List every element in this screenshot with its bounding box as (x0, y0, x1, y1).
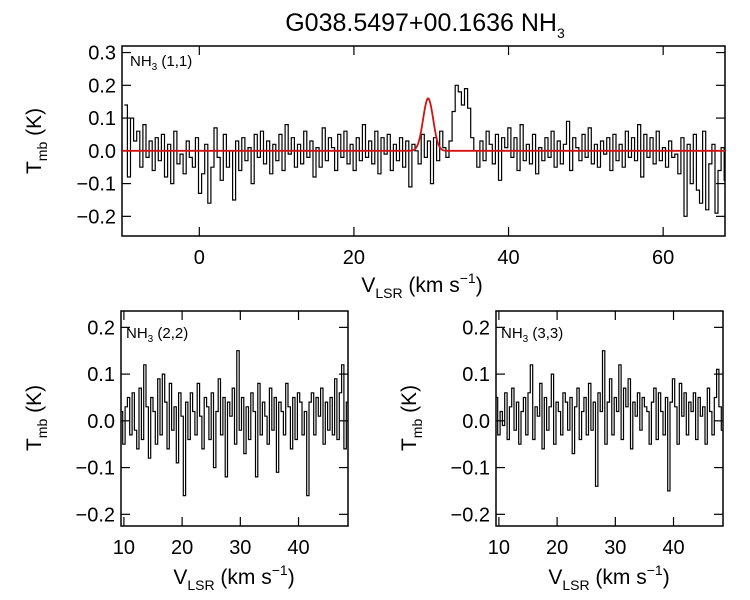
panel-label: NH3 (2,2) (126, 325, 188, 345)
y-tick-label: −0.1 (77, 174, 116, 196)
x-axis-label: VLSR (km s−1) (548, 562, 669, 593)
y-tick-label: −0.1 (76, 458, 115, 480)
y-tick-label: 0.2 (462, 317, 490, 339)
y-tick-label: −0.2 (76, 504, 115, 526)
fit-line (122, 97, 725, 152)
panel-label: NH3 (1,1) (130, 53, 192, 73)
axis-ticks: 10 20 30 40 −0.2 −0.1 0.0 0.1 0.2 (76, 311, 348, 559)
x-tick-label: 0 (194, 247, 205, 269)
panel-nh3-22: 10 20 30 40 −0.2 −0.1 0.0 0.1 0.2 NH3 (2,2) VLSR… (23, 310, 349, 593)
x-axis-label: VLSR (km s−1) (173, 562, 294, 593)
figure-title: G038.5497+00.1636 NH3 (285, 9, 565, 41)
panel-nh3-11: 0 20 40 60 −0.2 −0.1 0.0 0.1 0.2 0.3 NH3 (1,1) VL… (23, 43, 726, 301)
y-tick-label: 0.2 (88, 75, 116, 97)
spectrum-line (121, 350, 348, 497)
x-tick-label: 40 (287, 537, 309, 559)
x-tick-label: 60 (652, 247, 674, 269)
series-layer (121, 350, 348, 497)
x-tick-label: 40 (497, 247, 519, 269)
y-tick-label: −0.2 (77, 206, 116, 228)
x-tick-label: 10 (113, 537, 135, 559)
plot-frame (121, 45, 726, 237)
panel-label: NH3 (3,3) (501, 325, 563, 345)
y-tick-label: −0.1 (451, 458, 490, 480)
y-tick-label: 0.0 (88, 141, 116, 163)
y-tick-label: 0.3 (88, 43, 116, 65)
series-layer (122, 84, 725, 217)
plot-frame (120, 310, 349, 527)
y-tick-label: 0.0 (462, 411, 490, 433)
y-tick-label: 0.0 (87, 411, 115, 433)
panel-nh3-33: 10 20 30 40 −0.2 −0.1 0.0 0.1 0.2 NH3 (3,3) VLSR… (398, 310, 724, 593)
x-tick-label: 40 (662, 537, 684, 559)
y-tick-label: 0.1 (462, 364, 490, 386)
y-axis-label: Tmb (K) (23, 385, 50, 451)
y-tick-label: 0.1 (88, 108, 116, 130)
y-tick-label: 0.2 (87, 317, 115, 339)
y-tick-label: −0.2 (451, 504, 490, 526)
x-tick-label: 30 (604, 537, 626, 559)
spectrum-line (496, 350, 723, 492)
spectrum-line (124, 84, 725, 217)
x-tick-label: 20 (171, 537, 193, 559)
axis-ticks: 10 20 30 40 −0.2 −0.1 0.0 0.1 0.2 (451, 311, 723, 559)
y-axis-label: Tmb (K) (398, 385, 425, 451)
x-tick-label: 20 (546, 537, 568, 559)
x-tick-label: 20 (343, 247, 365, 269)
series-layer (496, 350, 723, 492)
y-axis-label: Tmb (K) (23, 108, 50, 174)
x-axis-label: VLSR (km s−1) (361, 270, 482, 301)
x-tick-label: 10 (488, 537, 510, 559)
y-tick-label: 0.1 (87, 364, 115, 386)
x-tick-label: 30 (229, 537, 251, 559)
